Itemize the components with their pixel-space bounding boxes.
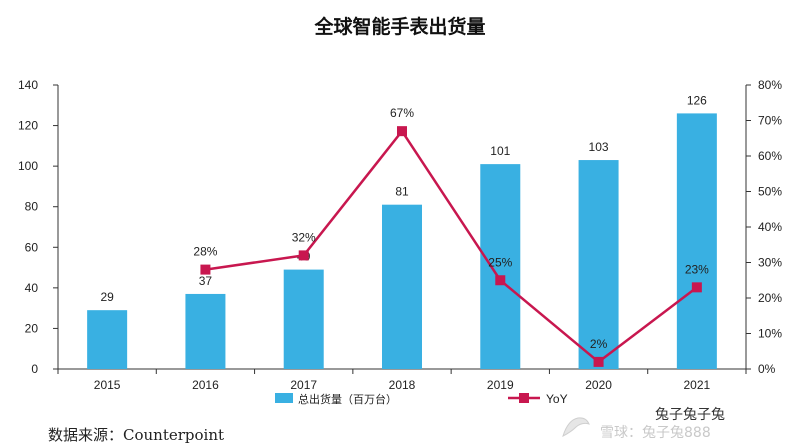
bar: [87, 310, 128, 369]
bar-data-label: 101: [490, 144, 510, 158]
source-note: 数据来源：Counterpoint: [48, 426, 225, 444]
bar-data-label: 29: [100, 290, 114, 304]
bar-data-label: 37: [199, 274, 213, 288]
bar: [185, 293, 226, 369]
right-axis-tick-label: 80%: [758, 78, 782, 92]
bar-data-label: 126: [687, 93, 707, 107]
bar-series: 29374981101103126: [87, 93, 717, 370]
left-axis-tick-label: 140: [18, 78, 38, 92]
bar: [676, 113, 717, 370]
yoy-marker: [397, 126, 407, 137]
yoy-data-label: 23%: [685, 262, 709, 276]
right-axis-tick-label: 50%: [758, 185, 782, 199]
yoy-data-label: 67%: [390, 106, 414, 120]
legend: 总出货量（百万台） YoY: [275, 392, 568, 406]
right-axis-tick-label: 70%: [758, 114, 782, 128]
x-axis-tick-label: 2019: [487, 378, 514, 392]
right-axis-tick-label: 10%: [758, 327, 782, 341]
bar-data-label: 103: [589, 140, 609, 154]
yoy-marker: [691, 282, 702, 293]
yoy-data-label: 25%: [488, 255, 512, 269]
left-axis-tick-label: 40: [25, 281, 39, 295]
left-y-axis: 0 20 40 60 80 100 120 140: [18, 78, 59, 376]
yoy-data-label: 28%: [193, 245, 217, 259]
x-axis-tick-label: 2016: [192, 378, 219, 392]
right-axis-tick-label: 40%: [758, 220, 782, 234]
x-axis: 2015 2016 2017 2018 2019 2020 2021: [57, 368, 747, 392]
snowball-logo-icon: [562, 417, 590, 437]
bar: [283, 269, 324, 369]
yoy-data-label: 32%: [292, 230, 316, 244]
yoy-marker: [593, 356, 604, 367]
left-axis-tick-label: 100: [18, 159, 38, 173]
yoy-data-label: 2%: [590, 337, 608, 351]
legend-label-yoy: YoY: [546, 392, 568, 406]
left-axis-tick-label: 20: [25, 321, 39, 335]
bar: [578, 160, 619, 369]
x-axis-tick-label: 2018: [389, 378, 416, 392]
chart-title: 全球智能手表出货量: [314, 16, 486, 38]
legend-swatch-shipments: [275, 393, 293, 403]
yoy-line: [205, 129, 698, 364]
right-axis-tick-label: 20%: [758, 291, 782, 305]
right-axis-tick-label: 0%: [758, 362, 776, 376]
legend-label-shipments: 总出货量（百万台）: [298, 392, 397, 406]
left-axis-tick-label: 80: [25, 200, 39, 214]
x-axis-tick-label: 2020: [585, 378, 612, 392]
bar-data-label: 81: [395, 185, 409, 199]
left-axis-tick-label: 60: [25, 240, 39, 254]
bar: [382, 204, 422, 369]
x-axis-tick-label: 2021: [684, 378, 711, 392]
right-axis-tick-label: 30%: [758, 256, 782, 270]
x-axis-tick-label: 2015: [94, 378, 121, 392]
x-axis-tick-label: 2017: [290, 378, 317, 392]
bar: [480, 164, 521, 369]
right-y-axis: 0% 10% 20% 30% 40% 50% 60% 70% 80%: [745, 78, 782, 376]
line-series: 28% 32% 67% 25% 2% 23%: [193, 106, 709, 367]
yoy-marker: [298, 250, 309, 261]
watermark-account: 兔子兔子兔: [655, 407, 725, 423]
left-axis-tick-label: 0: [31, 362, 38, 376]
right-axis-tick-label: 60%: [758, 149, 782, 163]
watermark-site: 雪球：兔子兔888: [600, 425, 711, 441]
legend-marker-yoy: [519, 393, 529, 403]
yoy-marker: [200, 264, 211, 275]
yoy-marker: [495, 275, 506, 286]
left-axis-tick-label: 120: [18, 119, 38, 133]
